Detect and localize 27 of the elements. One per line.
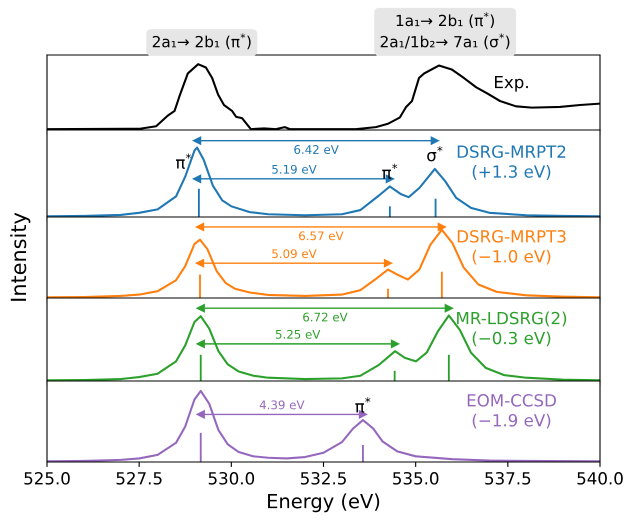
annotation: π$^{*}$ <box>176 153 192 169</box>
x-tick-label: 537.5 <box>485 472 530 485</box>
x-tick-label: 527.5 <box>116 472 162 485</box>
x-tick-label: 532.5 <box>300 472 346 485</box>
annotation: 5.19 eV <box>272 164 317 174</box>
annotation: π$^{*}$ <box>382 164 398 180</box>
annotation: π$^{*}$ <box>355 397 370 413</box>
series-label: DSRG-MRPT2 (+1.3 eV) <box>458 145 566 180</box>
annotation: 4.39 eV <box>260 400 304 410</box>
x-tick-label: 525.0 <box>24 472 70 485</box>
annotation: 6.72 eV <box>303 312 348 322</box>
annotation: σ$^{*}$ <box>427 146 442 162</box>
y-axis-title: Intensity <box>10 212 30 301</box>
x-axis-title: Energy (eV) <box>268 493 380 512</box>
series-label: MR-LDSRG(2) (−0.3 eV) <box>457 312 566 346</box>
series-label: EOM-CCSD (−1.9 eV) <box>468 394 556 429</box>
annotation: 6.57 eV <box>299 231 344 240</box>
x-tick-label: 540.0 <box>577 472 623 485</box>
series-label: DSRG-MRPT3 (−1.0 eV) <box>458 230 566 265</box>
annotation: 5.25 eV <box>276 330 320 339</box>
annotation: 5.09 eV <box>272 249 317 258</box>
series-label: Exp. <box>495 76 528 92</box>
x-tick-label: 530.0 <box>208 472 254 485</box>
annotation: 6.42 eV <box>294 145 339 154</box>
x-tick-label: 535.0 <box>393 472 438 485</box>
text: 2a₁→ 2b₁ (π$^{*}$) <box>152 33 251 50</box>
text: 1a₁→ 2b₁ (π$^{*}$) 2a₁/1b₂→ 7a₁ (σ$^{*}$) <box>380 12 510 50</box>
